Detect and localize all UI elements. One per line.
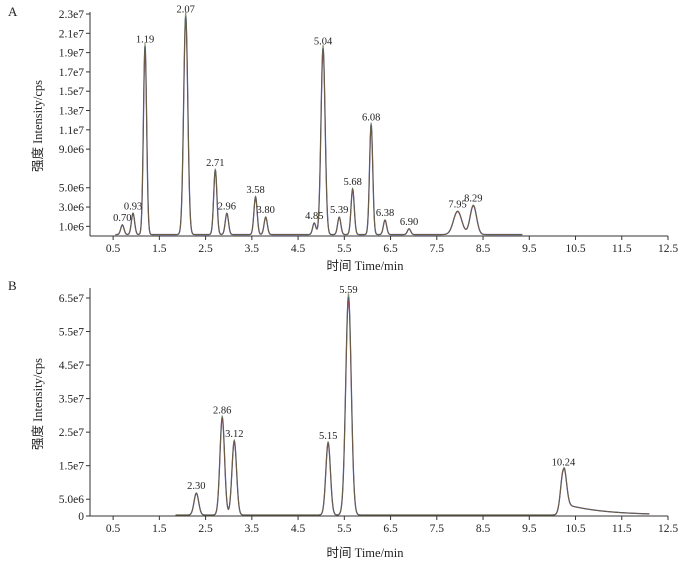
panel-a-peak-label: 2.96	[218, 201, 236, 212]
panel-b-x-tick-label: 1.5	[152, 523, 167, 535]
panel-a-letter: A	[8, 4, 18, 19]
panel-a-x-tick-label: 9.5	[522, 243, 537, 255]
panel-a-x-tick-label: 1.5	[152, 243, 167, 255]
panel-a-y-ticks: 1.0e6 3.0e6 5.0e6 9.0e6 1.1e7 1.3e7 1.5e7 1.7e7…	[59, 9, 90, 233]
panel-b-x-tick-label: 11.5	[612, 523, 632, 535]
panel-b-x-tick-label: 12.5	[658, 523, 678, 535]
panel-b-x-tick-label: 8.5	[476, 523, 491, 535]
panel-a-peak-label: 5.39	[330, 205, 348, 216]
panel-a-x-tick-label: 6.5	[383, 243, 398, 255]
panel-b-x-tick-label: 7.5	[430, 523, 445, 535]
panel-b-peak-label: 10.24	[552, 458, 576, 469]
panel-a-x-tick-label: 11.5	[612, 243, 632, 255]
panel-a-x-axis-title: 时间 Time/min	[327, 259, 405, 273]
panel-a-x-tick-label: 4.5	[291, 243, 306, 255]
panel-b-x-tick-label: 9.5	[522, 523, 537, 535]
panel-b-y-tick-label: 3.5e7	[59, 394, 84, 406]
panel-b-x-tick-label: 2.5	[198, 523, 213, 535]
panel-a-peak-label: 0.93	[124, 201, 142, 212]
panel-b-peak-label: 5.59	[339, 285, 357, 296]
panel-b-peak-label: 2.30	[187, 481, 205, 492]
panel-b-trace-line	[175, 300, 650, 516]
panel-b-trace-line	[175, 296, 650, 516]
panel-a: A 1.0e6 3.0e6 5.0e6 9.0e6 1.1e7 1.3e7 1.5e7 1.7…	[8, 4, 678, 273]
panel-b: B 0 5.0e6 1.5e7 2.5e7 3.5e7 4.5e7 5.5e7 6.5e7 0…	[8, 278, 678, 560]
panel-a-x-tick-label: 7.5	[430, 243, 445, 255]
panel-a-peak-labels: 0.700.93 1.19 2.07 2.71 2.96 3.58 3.80 4.85 5.04…	[113, 4, 482, 227]
panel-a-peak-label: 2.71	[206, 158, 224, 169]
panel-a-peak-label: 5.68	[343, 177, 361, 188]
panel-b-x-tick-label: 4.5	[291, 523, 306, 535]
panel-a-peak-label: 6.38	[376, 208, 394, 219]
panel-a-x-tick-label: 12.5	[658, 243, 678, 255]
panel-b-traces	[175, 293, 650, 516]
panel-b-y-tick-label: 5.0e6	[59, 494, 84, 506]
panel-b-y-tick-label: 5.5e7	[59, 327, 84, 339]
panel-b-peak-labels: 2.30 2.86 3.12 5.15 5.59 10.24	[187, 285, 576, 492]
panel-b-y-tick-label: 2.5e7	[59, 427, 84, 439]
panel-a-peak-label: 1.19	[136, 34, 154, 45]
panel-a-y-tick-label: 1.1e7	[59, 125, 84, 137]
panel-a-peak-label: 8.29	[464, 194, 482, 205]
panel-b-x-tick-label: 10.5	[565, 523, 585, 535]
panel-b-trace-line	[175, 293, 650, 516]
panel-b-x-tick-label: 3.5	[245, 523, 260, 535]
panel-b-y-tick-label: 0	[78, 511, 84, 523]
panel-a-y-tick-label: 1.5e7	[59, 86, 84, 98]
panel-a-peak-label: 5.04	[314, 36, 333, 47]
panel-a-peak-label: 4.85	[305, 211, 323, 222]
panel-a-y-tick-label: 1.7e7	[59, 67, 84, 79]
panel-b-x-axis-title: 时间 Time/min	[327, 546, 405, 560]
panel-a-x-tick-label: 5.5	[337, 243, 352, 255]
panel-a-x-tick-label: 8.5	[476, 243, 491, 255]
panel-b-peak-label: 3.12	[225, 429, 243, 440]
panel-a-peak-label: 3.80	[257, 205, 275, 216]
panel-a-peak-label: 2.07	[177, 4, 195, 15]
panel-a-peak-label: 0.70	[113, 213, 131, 224]
panel-a-y-tick-label: 1.9e7	[59, 48, 84, 60]
panel-b-peak-label: 2.86	[213, 406, 231, 417]
panel-a-trace-line	[115, 12, 523, 235]
panel-a-x-ticks: 0.5 1.5 2.5 3.5 4.5 5.5 6.5 7.5 8.5 9.5 10.5 11.5 12…	[106, 236, 678, 255]
panel-a-peak-label: 3.58	[246, 185, 264, 196]
panel-b-y-tick-label: 1.5e7	[59, 461, 84, 473]
panel-b-x-tick-label: 0.5	[106, 523, 121, 535]
panel-a-peak-label: 6.08	[362, 113, 380, 124]
panel-a-x-tick-label: 3.5	[245, 243, 260, 255]
panel-a-x-tick-label: 10.5	[565, 243, 585, 255]
panel-a-y-tick-label: 1.3e7	[59, 106, 84, 118]
panel-a-traces	[115, 12, 523, 236]
panel-a-peak-label: 6.90	[400, 217, 418, 228]
panel-a-x-tick-label: 0.5	[106, 243, 121, 255]
panel-b-x-tick-label: 6.5	[383, 523, 398, 535]
panel-a-y-tick-label: 2.1e7	[59, 28, 84, 40]
panel-a-y-tick-label: 1.0e6	[59, 221, 84, 233]
panel-b-y-tick-label: 6.5e7	[59, 293, 84, 305]
panel-a-y-axis-title: 强度 Intensity/cps	[30, 80, 45, 172]
panel-a-y-tick-label: 3.0e6	[59, 202, 84, 214]
panel-a-y-tick-label: 2.3e7	[59, 9, 84, 21]
panel-a-y-tick-label: 9.0e6	[59, 144, 84, 156]
panel-b-x-tick-label: 5.5	[337, 523, 352, 535]
panel-a-y-tick-label: 5.0e6	[59, 183, 84, 195]
panel-b-letter: B	[8, 278, 17, 293]
panel-b-x-ticks: 0.5 1.5 2.5 3.5 4.5 5.5 6.5 7.5 8.5 9.5 10.5 11.5 12…	[106, 516, 678, 535]
panel-a-x-tick-label: 2.5	[198, 243, 213, 255]
panel-b-y-axis-title: 强度 Intensity/cps	[30, 358, 45, 450]
panel-b-y-ticks: 0 5.0e6 1.5e7 2.5e7 3.5e7 4.5e7 5.5e7 6.5e7	[59, 293, 90, 523]
panel-a-peak-label: 7.95	[448, 199, 466, 210]
panel-b-y-tick-label: 4.5e7	[59, 360, 84, 372]
panel-b-peak-label: 5.15	[319, 431, 337, 442]
